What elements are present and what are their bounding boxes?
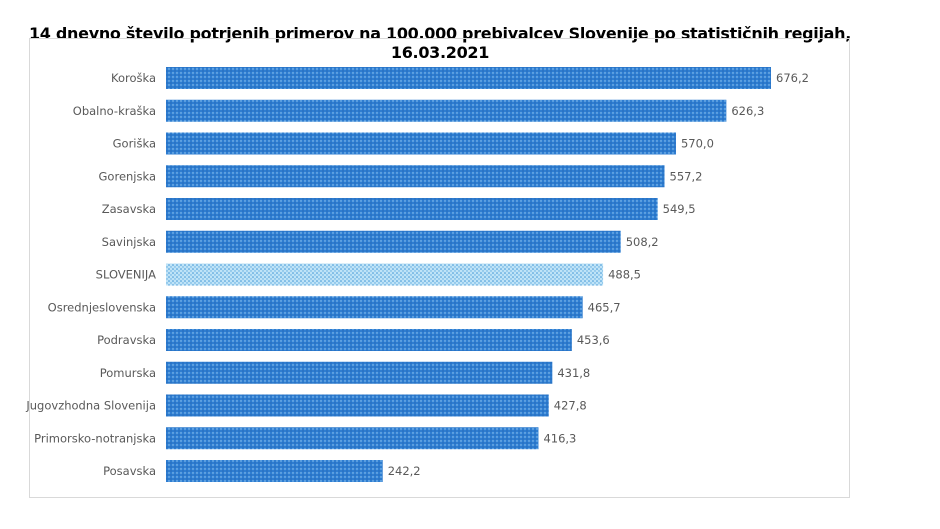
category-label: Podravska — [97, 333, 156, 347]
bar-8 — [166, 329, 572, 351]
category-label: Goriška — [113, 137, 156, 151]
data-label: 431,8 — [557, 366, 590, 380]
category-label: SLOVENIJA — [96, 268, 156, 282]
bar-6 — [166, 263, 604, 286]
data-label: 453,6 — [577, 333, 610, 347]
data-label: 488,5 — [608, 268, 641, 282]
data-label: 570,0 — [681, 137, 714, 151]
category-label: Jugovzhodna Slovenija — [25, 399, 156, 413]
bar-0 — [166, 67, 771, 89]
category-label: Zasavska — [102, 202, 156, 216]
data-label: 626,3 — [731, 104, 764, 118]
bar-5 — [166, 230, 621, 253]
category-label: Primorsko-notranjska — [34, 431, 156, 445]
category-label: Osrednjeslovenska — [48, 300, 156, 314]
category-label: Posavska — [103, 464, 156, 478]
data-label: 416,3 — [543, 431, 576, 445]
data-label: 427,8 — [554, 399, 587, 413]
category-label: Obalno-kraška — [73, 104, 156, 118]
bar-2 — [166, 132, 676, 155]
chart-area — [29, 38, 850, 498]
bar-12 — [166, 460, 383, 482]
data-label: 508,2 — [626, 235, 659, 249]
bar-4 — [166, 198, 658, 220]
data-label: 676,2 — [776, 71, 809, 85]
bar-7 — [166, 296, 583, 319]
category-label: Savinjska — [102, 235, 156, 249]
bar-11 — [166, 427, 539, 450]
bar-1 — [166, 99, 727, 122]
data-label: 465,7 — [588, 300, 621, 314]
category-label: Pomurska — [100, 366, 156, 380]
category-label: Koroška — [111, 71, 156, 85]
bar-9 — [166, 361, 553, 384]
data-label: 242,2 — [388, 464, 421, 478]
category-label: Gorenjska — [99, 169, 156, 183]
bar-3 — [166, 165, 665, 188]
data-label: 549,5 — [663, 202, 696, 216]
data-label: 557,2 — [670, 169, 703, 183]
bar-10 — [166, 394, 549, 417]
